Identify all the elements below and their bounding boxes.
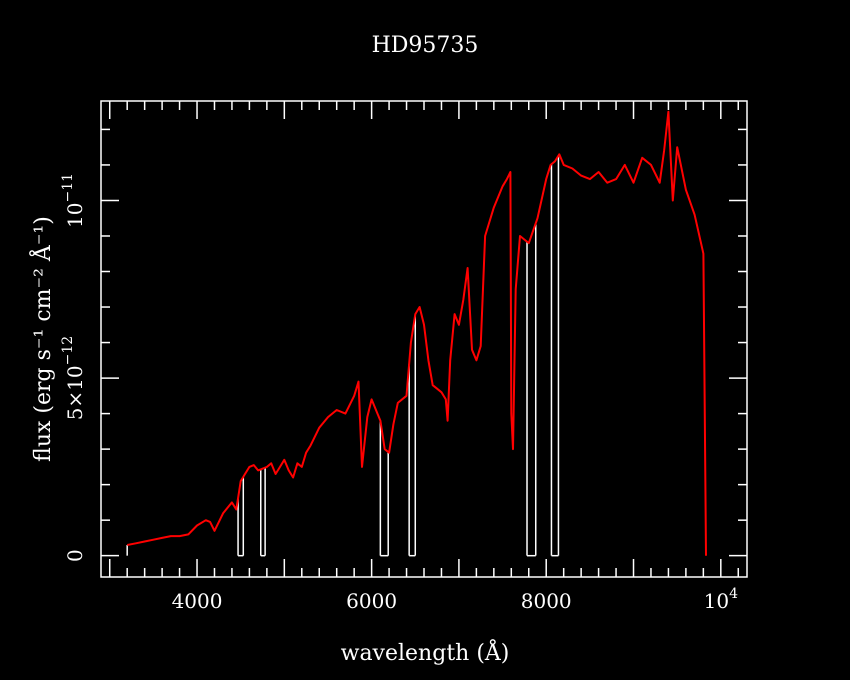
y-tick-label: 0 [63, 549, 87, 562]
mask-trace [126, 155, 560, 557]
x-tick-label: 8000 [521, 589, 572, 613]
y-axis-label: flux (erg s⁻¹ cm⁻² Å⁻¹) [28, 216, 56, 462]
spectrum-series [127, 110, 707, 556]
y-tick-label: 10−11 [60, 173, 87, 228]
chart-title: HD95735 [372, 33, 479, 58]
x-axis-label: wavelength (Å) [341, 638, 510, 666]
y-tick-label: 5×10−12 [60, 336, 87, 420]
x-tick-label: 104 [704, 586, 738, 613]
spectrum-line [127, 110, 707, 556]
tick-labels: 4000 6000 8000 104 0 5×10−12 10−11 [60, 173, 738, 613]
plot-frame [100, 100, 748, 578]
x-tick-label: 4000 [172, 589, 223, 613]
x-tick-label: 6000 [346, 589, 397, 613]
axis-ticks [101, 101, 747, 577]
